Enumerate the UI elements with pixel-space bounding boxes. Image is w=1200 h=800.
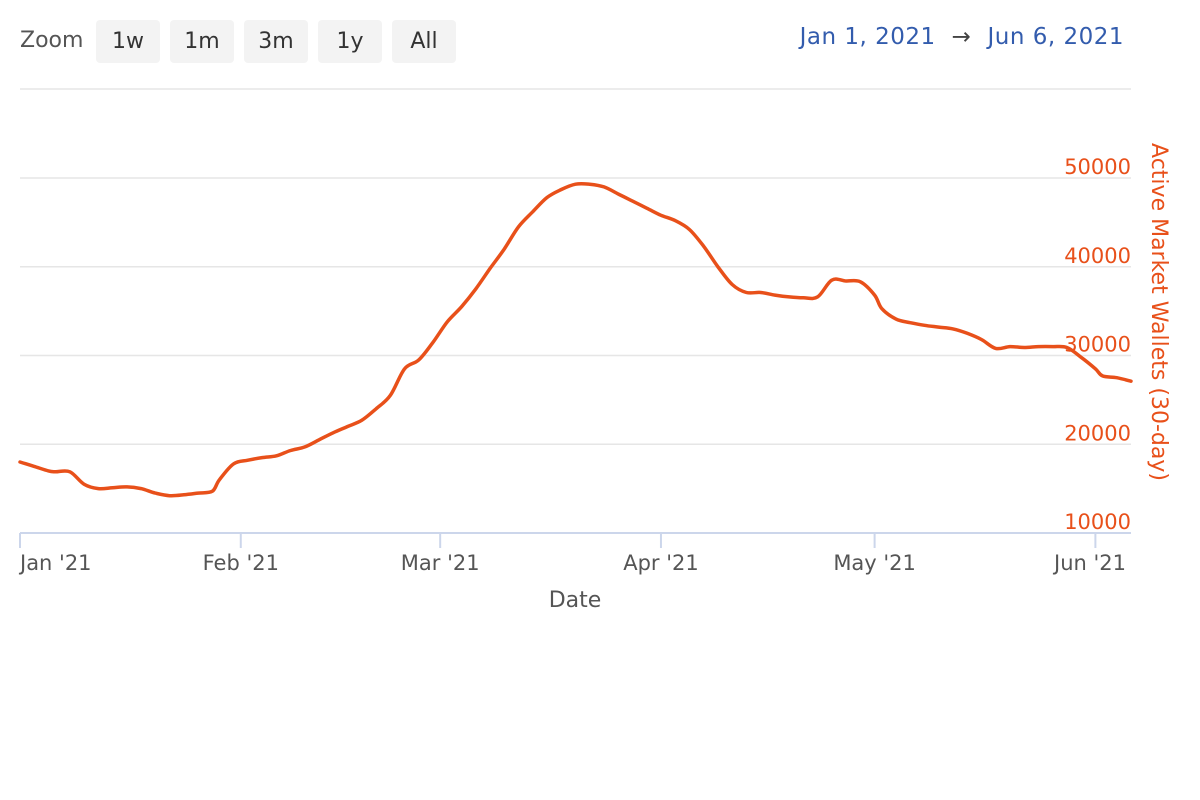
- zoom-label: Zoom: [20, 28, 84, 53]
- y-tick-label: 10000: [1064, 510, 1131, 534]
- range-start-date[interactable]: Jan 1, 2021: [799, 24, 936, 50]
- x-axis-title: Date: [549, 588, 602, 613]
- x-axis-ticks: Jan '21 Feb '21 Mar '21 Apr '21 May '21 Jun '…: [18, 533, 1126, 575]
- y-axis-title: Active Market Wallets (30-day): [1146, 143, 1171, 481]
- x-tick-label: Jun '21: [1052, 551, 1126, 575]
- zoom-all-button[interactable]: All: [392, 20, 456, 63]
- y-tick-label: 50000: [1064, 155, 1131, 179]
- zoom-1y-button[interactable]: 1y: [318, 20, 382, 63]
- y-tick-label: 20000: [1064, 421, 1131, 445]
- range-end-date[interactable]: Jun 6, 2021: [987, 24, 1124, 50]
- zoom-3m-button[interactable]: 3m: [244, 20, 308, 63]
- zoom-toolbar: Zoom 1w 1m 3m 1y All Jan 1, 2021 → Jun 6, …: [0, 0, 1200, 80]
- x-tick-label: May '21: [833, 551, 916, 575]
- x-tick-label: Jan '21: [18, 551, 92, 575]
- x-tick-label: Mar '21: [401, 551, 480, 575]
- x-tick-label: Apr '21: [623, 551, 699, 575]
- x-tick-label: Feb '21: [203, 551, 279, 575]
- date-range: Jan 1, 2021 → Jun 6, 2021: [800, 24, 1124, 50]
- range-arrow: →: [951, 24, 972, 50]
- y-tick-label: 40000: [1064, 244, 1131, 268]
- series-line-active-wallets[interactable]: [18, 181, 1133, 498]
- zoom-1m-button[interactable]: 1m: [170, 20, 234, 63]
- zoom-1w-button[interactable]: 1w: [96, 20, 160, 63]
- grid-lines: [20, 177, 1131, 445]
